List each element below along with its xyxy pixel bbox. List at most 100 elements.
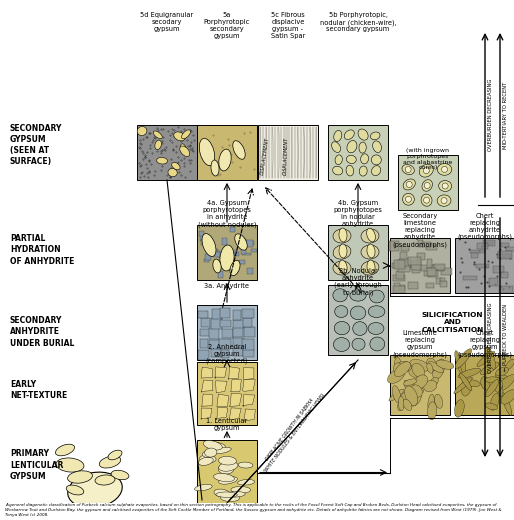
Bar — [440, 278, 445, 282]
Text: DISPLACEMENT: DISPLACEMENT — [283, 137, 289, 175]
Bar — [427, 268, 436, 276]
Ellipse shape — [403, 399, 412, 411]
Bar — [431, 265, 444, 270]
Ellipse shape — [99, 456, 121, 468]
Ellipse shape — [428, 402, 437, 420]
Polygon shape — [215, 381, 227, 393]
Bar — [197, 305, 257, 360]
Ellipse shape — [334, 321, 350, 335]
Ellipse shape — [393, 363, 402, 373]
Ellipse shape — [181, 130, 191, 139]
Ellipse shape — [422, 180, 432, 191]
Bar — [399, 258, 411, 268]
Ellipse shape — [359, 166, 367, 176]
Bar — [396, 271, 403, 279]
Bar — [233, 327, 243, 337]
Ellipse shape — [434, 394, 443, 408]
Ellipse shape — [371, 132, 380, 140]
Ellipse shape — [111, 470, 129, 479]
Bar — [200, 236, 206, 241]
Ellipse shape — [458, 368, 481, 378]
Bar — [455, 238, 514, 293]
Ellipse shape — [361, 261, 379, 275]
Ellipse shape — [398, 392, 408, 411]
Bar — [499, 252, 512, 258]
Bar — [209, 340, 220, 349]
Ellipse shape — [490, 393, 499, 410]
Bar — [390, 355, 450, 415]
Bar — [137, 125, 197, 180]
Bar — [442, 268, 452, 275]
Polygon shape — [200, 408, 212, 419]
Bar — [233, 310, 242, 320]
Ellipse shape — [333, 289, 347, 302]
Text: 4a. Gypsum
porphyrotopes
in anhydrite
(without nodules): 4a. Gypsum porphyrotopes in anhydrite (w… — [198, 200, 256, 228]
Ellipse shape — [455, 349, 472, 368]
Bar — [393, 285, 405, 293]
Ellipse shape — [361, 154, 369, 164]
Bar — [421, 242, 431, 246]
Bar — [218, 271, 223, 278]
Bar — [241, 249, 247, 254]
Text: Secondary
limestone
replacing
anhydrite
(pseudomorphs): Secondary limestone replacing anhydrite … — [393, 213, 448, 248]
Bar — [197, 362, 257, 425]
Ellipse shape — [198, 457, 213, 465]
Ellipse shape — [412, 363, 425, 378]
Ellipse shape — [485, 403, 498, 410]
Ellipse shape — [68, 472, 122, 508]
Bar — [211, 348, 221, 357]
Circle shape — [406, 181, 412, 188]
Ellipse shape — [66, 485, 84, 495]
Ellipse shape — [454, 377, 472, 394]
Text: SECONDARY
ANHYDRITE
UNDER BURIAL: SECONDARY ANHYDRITE UNDER BURIAL — [10, 316, 75, 347]
Bar — [206, 254, 211, 260]
Bar — [222, 238, 228, 244]
Bar — [389, 241, 399, 251]
Bar — [243, 253, 250, 255]
Bar — [501, 272, 508, 278]
Ellipse shape — [157, 158, 168, 164]
Ellipse shape — [368, 306, 385, 318]
Ellipse shape — [352, 339, 365, 350]
Polygon shape — [244, 409, 255, 421]
Text: 4b. Gypsum
porphyrotopes
in nodular
anhydrite: 4b. Gypsum porphyrotopes in nodular anhy… — [334, 200, 382, 227]
Circle shape — [424, 197, 430, 203]
Bar — [485, 241, 493, 245]
Ellipse shape — [213, 259, 221, 273]
Bar — [219, 339, 231, 349]
Circle shape — [405, 166, 411, 173]
Ellipse shape — [108, 450, 122, 460]
Bar — [436, 278, 442, 284]
Ellipse shape — [332, 142, 341, 152]
Ellipse shape — [344, 130, 354, 139]
Circle shape — [406, 196, 411, 202]
Ellipse shape — [218, 464, 234, 474]
Ellipse shape — [333, 245, 351, 259]
Polygon shape — [201, 380, 213, 393]
Circle shape — [424, 167, 429, 174]
Ellipse shape — [202, 233, 216, 256]
Ellipse shape — [220, 245, 234, 271]
Bar — [209, 328, 219, 339]
Polygon shape — [215, 407, 228, 420]
Text: 3b. Nodular
anhydrite
(early through
to burial): 3b. Nodular anhydrite (early through to … — [334, 268, 382, 296]
Bar — [417, 253, 425, 261]
Bar — [243, 349, 254, 357]
Bar — [328, 225, 388, 280]
Ellipse shape — [180, 144, 187, 154]
Bar — [499, 286, 512, 293]
Bar — [243, 318, 252, 327]
Bar — [470, 250, 485, 253]
Bar — [397, 260, 405, 267]
Bar — [428, 270, 438, 277]
Ellipse shape — [346, 165, 354, 176]
Ellipse shape — [172, 162, 180, 170]
Bar — [211, 318, 222, 329]
Polygon shape — [229, 393, 242, 407]
Ellipse shape — [225, 491, 245, 497]
Polygon shape — [243, 380, 255, 391]
Ellipse shape — [438, 180, 452, 191]
Bar — [197, 440, 257, 505]
Ellipse shape — [460, 356, 466, 374]
Ellipse shape — [460, 373, 472, 391]
